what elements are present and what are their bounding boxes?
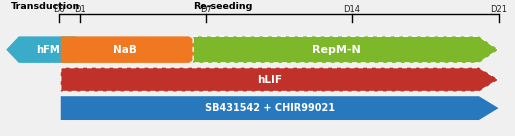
Text: D0: D0 xyxy=(54,5,65,14)
Text: D14: D14 xyxy=(344,5,360,14)
Polygon shape xyxy=(6,36,76,63)
Text: D7: D7 xyxy=(200,5,212,14)
Polygon shape xyxy=(61,96,499,120)
Polygon shape xyxy=(61,68,499,91)
Text: NaB: NaB xyxy=(113,45,137,55)
Text: SB431542 + CHIR99021: SB431542 + CHIR99021 xyxy=(205,103,335,113)
Text: Re-seeding: Re-seeding xyxy=(193,2,252,11)
Text: D21: D21 xyxy=(490,5,507,14)
Text: hLIF: hLIF xyxy=(258,75,282,85)
Text: RepM-N: RepM-N xyxy=(312,45,360,55)
Polygon shape xyxy=(61,36,209,63)
Text: hFM: hFM xyxy=(36,45,59,55)
Text: D1: D1 xyxy=(74,5,86,14)
Polygon shape xyxy=(193,36,499,63)
Text: Transduction: Transduction xyxy=(11,2,81,11)
